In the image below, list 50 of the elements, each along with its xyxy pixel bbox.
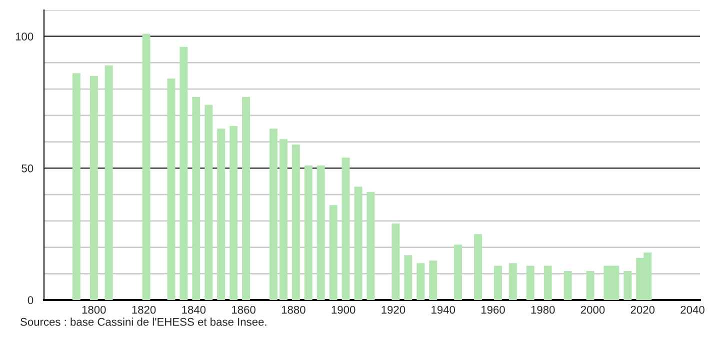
bar — [304, 166, 312, 300]
bar — [90, 76, 98, 300]
y-tick-label: 100 — [16, 32, 34, 40]
bar — [279, 139, 288, 300]
bar — [242, 97, 250, 300]
bar — [564, 271, 572, 300]
bar — [104, 65, 113, 300]
x-tick-label: 1880 — [282, 306, 306, 314]
x-tick-label: 1960 — [481, 306, 505, 314]
x-tick-label: 1820 — [132, 306, 156, 314]
bar — [544, 266, 552, 300]
x-tick-label: 1840 — [182, 306, 206, 314]
bar — [454, 244, 462, 300]
bar — [329, 205, 338, 300]
x-tick-label: 1920 — [382, 306, 406, 314]
bar — [167, 78, 176, 300]
y-tick-label: 50 — [22, 164, 34, 172]
bar — [494, 266, 502, 300]
bar — [72, 73, 80, 300]
bar — [292, 144, 300, 300]
bar — [354, 186, 362, 300]
bar — [624, 271, 632, 300]
bar — [217, 128, 226, 300]
bar — [392, 224, 400, 300]
x-tick-label: 2040 — [680, 306, 704, 314]
x-tick-label: 2020 — [630, 306, 655, 314]
bar — [230, 126, 238, 300]
bar — [269, 128, 278, 300]
bar — [416, 263, 425, 300]
bar — [508, 263, 517, 300]
x-tick-label: 1940 — [432, 306, 456, 314]
x-tick-label: 1860 — [232, 306, 256, 314]
x-tick-label: 1980 — [531, 306, 555, 314]
bar — [316, 166, 325, 300]
bar — [142, 34, 150, 300]
x-tick-label: 1900 — [332, 306, 356, 314]
bar — [180, 46, 188, 300]
bar — [586, 271, 594, 300]
bar — [404, 255, 412, 300]
x-tick-label: 1800 — [82, 306, 106, 314]
bar — [342, 158, 350, 300]
bar — [429, 260, 438, 300]
y-tick-label: 0 — [28, 296, 34, 304]
bar — [526, 266, 534, 300]
bar — [192, 97, 200, 300]
bar — [204, 104, 213, 300]
x-tick-label: 2000 — [580, 306, 605, 314]
bar — [474, 234, 482, 300]
bar — [366, 192, 375, 300]
source-note: Sources : base Cassini de l'EHESS et base Insee. — [20, 318, 266, 326]
